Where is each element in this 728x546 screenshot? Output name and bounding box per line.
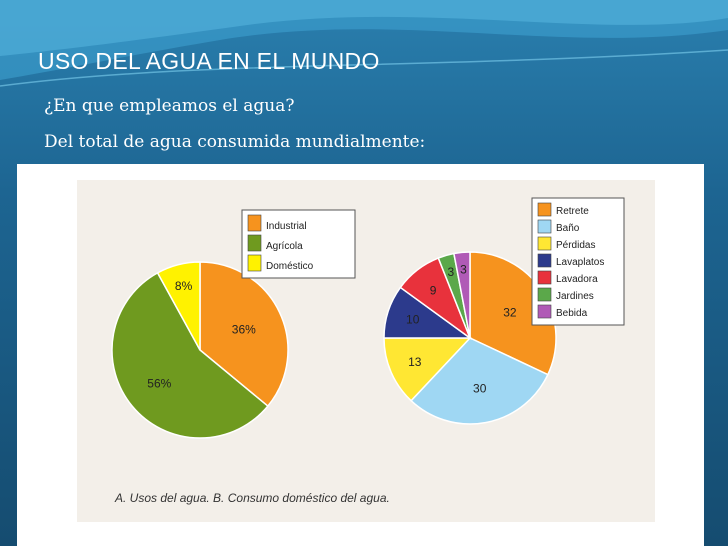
legend-label-retrete: Retrete xyxy=(556,206,589,217)
legend-label-perdidas: Pérdidas xyxy=(556,240,595,251)
pie-charts: 36% 56% 8% Industrial Agrícola Doméstico 32 3… xyxy=(111,197,625,505)
slice-label-perdidas: 13 xyxy=(408,355,422,369)
pie-slice-industrial xyxy=(199,261,289,408)
pie-slice-agricola xyxy=(111,271,269,439)
legend-consumo: Retrete Baño Pérdidas Lavaplatos Lavadora Jar… xyxy=(531,197,625,326)
legend-label-agricola: Agrícola xyxy=(266,241,303,252)
slice-label-agricola: 56% xyxy=(147,377,171,391)
legend-swatch-bebida xyxy=(537,304,552,319)
slice-label-domestico: 8% xyxy=(175,279,193,293)
legend-swatch-retrete xyxy=(537,202,552,217)
slice-label-industrial: 36% xyxy=(232,322,256,336)
slice-label-retrete: 32 xyxy=(503,306,517,320)
legend-label-bebida: Bebida xyxy=(556,308,588,319)
legend-swatch-domestico xyxy=(247,254,262,272)
legend-swatch-jardines xyxy=(537,287,552,302)
legend-label-bano: Baño xyxy=(556,223,580,234)
slice-label-lavaplatos: 10 xyxy=(406,312,420,326)
question-text: ¿En que empleamos el agua? xyxy=(44,96,295,116)
chart-figure: 36% 56% 8% Industrial Agrícola Doméstico 32 3… xyxy=(77,180,655,522)
legend-label-industrial: Industrial xyxy=(266,221,307,232)
legend-swatch-bano xyxy=(537,219,552,234)
legend-swatch-lavaplatos xyxy=(537,253,552,268)
pie-slice-bano xyxy=(410,337,549,425)
legend-usos: Industrial Agrícola Doméstico xyxy=(241,209,356,279)
pie-slice-bebida xyxy=(453,251,471,339)
pie-slice-domestico xyxy=(156,261,201,351)
legend-swatch-industrial xyxy=(247,214,262,232)
subtitle-text: Del total de agua consumida mundialmente… xyxy=(44,132,426,152)
legend-label-lavaplatos: Lavaplatos xyxy=(556,257,604,268)
legend-swatch-perdidas xyxy=(537,236,552,251)
figure-caption: A. Usos del agua. B. Consumo doméstico d… xyxy=(114,491,390,505)
slide-title: USO DEL AGUA EN EL MUNDO xyxy=(38,48,380,74)
legend-label-lavadora: Lavadora xyxy=(556,274,598,285)
legend-label-jardines: Jardines xyxy=(556,291,594,302)
slice-label-bano: 30 xyxy=(473,382,487,396)
pie-slice-perdidas xyxy=(383,337,472,402)
slice-label-bebida: 3 xyxy=(460,263,467,277)
legend-swatch-lavadora xyxy=(537,270,552,285)
legend-label-domestico: Doméstico xyxy=(266,261,314,272)
legend-swatch-agricola xyxy=(247,234,262,252)
slice-label-jardines: 3 xyxy=(447,265,454,279)
pie-chart-usos: 36% 56% 8% xyxy=(111,261,289,439)
slice-label-lavadora: 9 xyxy=(430,283,437,297)
